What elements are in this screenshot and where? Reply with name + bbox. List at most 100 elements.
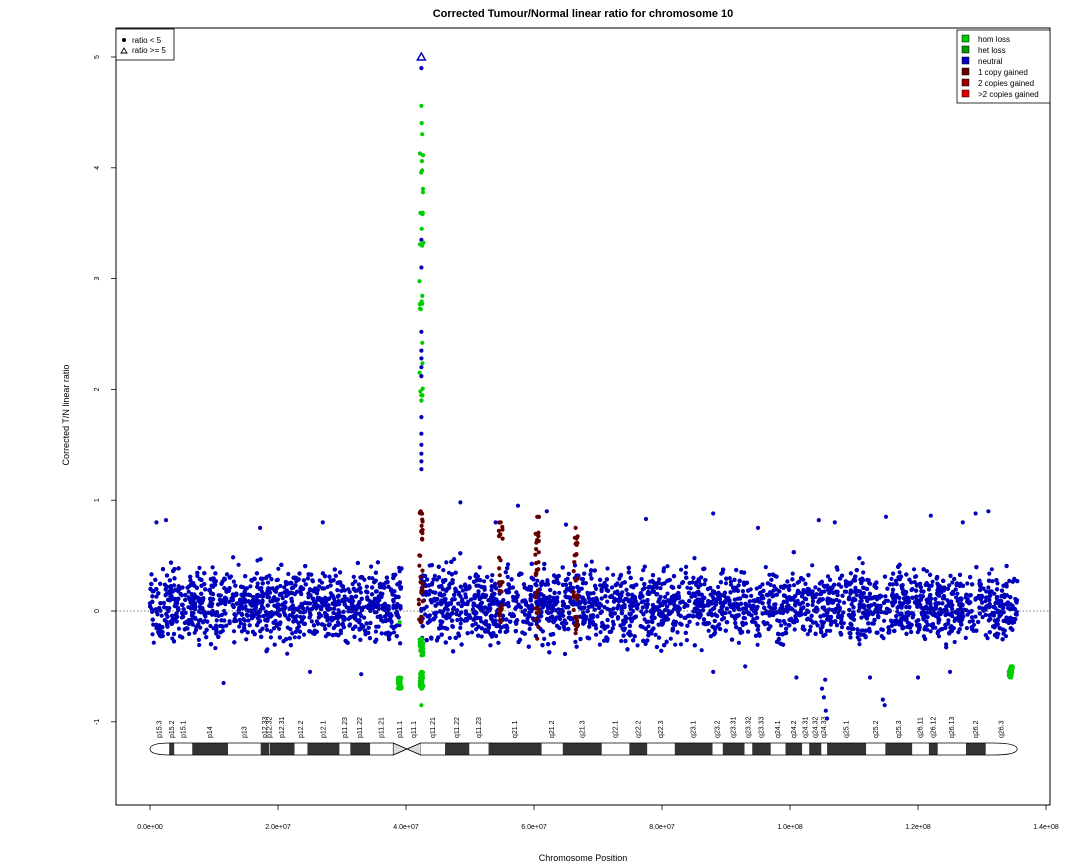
data-point (224, 623, 229, 628)
data-point (904, 605, 909, 610)
data-point (867, 581, 872, 586)
data-point (881, 636, 886, 641)
data-point (1003, 634, 1009, 639)
data-point (692, 556, 697, 561)
data-point (995, 581, 1000, 586)
data-point (366, 625, 371, 630)
data-point (379, 631, 384, 636)
data-point (987, 571, 992, 576)
data-point (204, 635, 209, 640)
data-point (965, 581, 970, 586)
data-point (458, 625, 463, 631)
data-point (743, 621, 749, 626)
data-point (772, 602, 777, 607)
data-point (278, 583, 283, 589)
data-point (208, 623, 213, 629)
data-point (658, 586, 663, 591)
data-point (755, 642, 760, 647)
data-point (792, 627, 797, 632)
data-point (276, 566, 281, 571)
data-point (911, 567, 917, 572)
data-point (213, 646, 218, 651)
data-point (969, 615, 975, 620)
data-point (460, 588, 465, 593)
data-point (983, 612, 988, 618)
data-point (952, 576, 957, 582)
data-point (842, 589, 848, 594)
data-point (618, 583, 623, 589)
data-point (977, 588, 983, 593)
data-point (924, 569, 930, 574)
data-point (810, 563, 815, 568)
data-point (897, 570, 902, 575)
data-point (963, 635, 968, 641)
data-point (196, 637, 201, 643)
data-point (374, 624, 379, 629)
data-point (469, 630, 475, 635)
data-point (602, 605, 607, 610)
data-point (621, 599, 626, 604)
data-point (452, 557, 457, 562)
data-point (542, 636, 547, 642)
data-point (236, 562, 241, 567)
data-point (431, 577, 436, 582)
data-point (861, 570, 866, 575)
data-point (444, 560, 449, 565)
data-point (987, 613, 992, 618)
data-point (657, 577, 662, 582)
data-point (394, 623, 399, 628)
data-point (611, 572, 616, 577)
data-point (889, 576, 894, 582)
data-point (678, 621, 683, 626)
data-point (389, 624, 394, 629)
data-point (684, 638, 690, 643)
data-point (159, 613, 164, 618)
data-point (378, 591, 383, 596)
data-point (356, 582, 361, 587)
data-point (702, 582, 707, 587)
data-point (980, 600, 985, 605)
data-point (952, 639, 957, 645)
data-point (322, 611, 328, 616)
data-point (795, 580, 800, 585)
data-point (865, 577, 870, 583)
data-point (910, 595, 915, 600)
data-point (816, 587, 822, 592)
data-point (317, 584, 322, 589)
data-point (691, 575, 696, 580)
data-point (644, 609, 649, 614)
data-point (248, 584, 253, 589)
data-point (945, 598, 950, 603)
data-point (358, 590, 363, 595)
data-point (573, 639, 578, 645)
data-point (639, 577, 644, 582)
data-point (505, 574, 510, 580)
data-point (214, 625, 219, 630)
data-point (527, 626, 532, 632)
data-point (860, 628, 865, 633)
data-point (247, 623, 252, 628)
data-point (489, 578, 494, 583)
data-point (791, 583, 797, 588)
data-point (292, 635, 297, 640)
data-point (489, 588, 494, 593)
data-point (854, 592, 859, 598)
data-point (285, 651, 290, 656)
data-point (367, 575, 372, 581)
data-point (327, 574, 332, 579)
data-point (264, 623, 269, 628)
data-point (977, 578, 982, 583)
data-point (542, 566, 547, 571)
data-point (244, 637, 249, 642)
data-point (580, 577, 586, 582)
data-point (695, 621, 700, 626)
data-point (926, 587, 932, 592)
data-point (808, 624, 813, 629)
data-point (889, 600, 894, 605)
data-point (151, 622, 156, 627)
data-point (980, 615, 985, 620)
data-point (885, 598, 891, 603)
data-point (813, 585, 818, 590)
data-point (984, 589, 989, 594)
